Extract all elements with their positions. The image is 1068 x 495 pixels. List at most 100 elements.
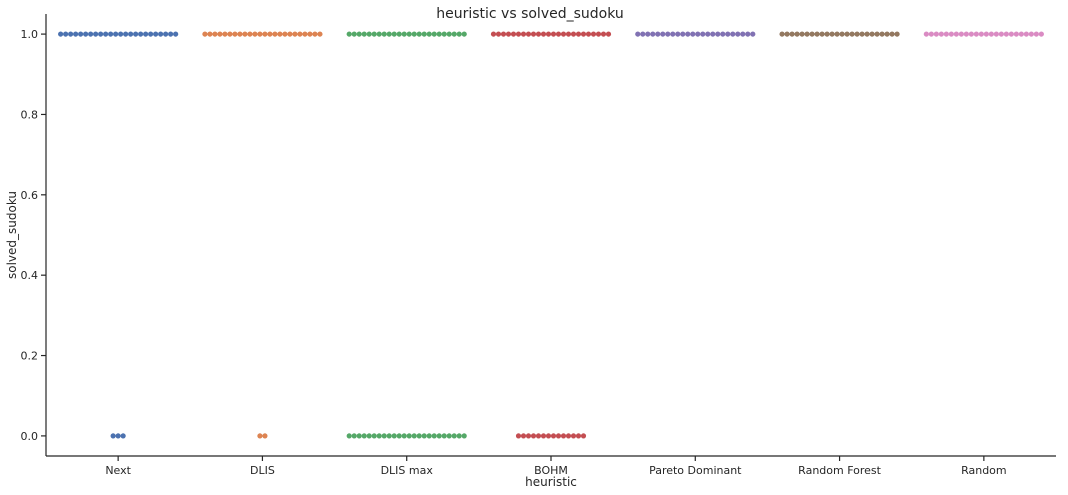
data-point — [740, 31, 746, 37]
data-point — [68, 31, 74, 37]
data-point — [451, 433, 457, 439]
data-point — [108, 31, 114, 37]
data-point — [371, 433, 377, 439]
data-point — [456, 433, 462, 439]
data-point — [242, 31, 248, 37]
data-point — [401, 31, 407, 37]
data-point — [421, 433, 427, 439]
data-point — [416, 433, 422, 439]
data-point — [113, 31, 119, 37]
data-point — [227, 31, 233, 37]
data-point — [525, 31, 532, 37]
data-point — [421, 31, 427, 37]
data-point — [570, 433, 577, 439]
data-point — [436, 433, 442, 439]
data-point — [809, 31, 815, 37]
data-point — [600, 31, 607, 37]
data-point — [750, 31, 756, 37]
data-point — [565, 433, 572, 439]
data-point — [660, 31, 666, 37]
data-point — [63, 31, 69, 37]
y-tick-label: 0.4 — [21, 269, 39, 282]
data-point — [88, 31, 94, 37]
data-point — [277, 31, 283, 37]
data-point — [267, 31, 273, 37]
chart-title: heuristic vs solved_sudoku — [436, 6, 624, 22]
data-point — [963, 31, 969, 37]
data-point — [386, 31, 392, 37]
data-point — [232, 31, 238, 37]
data-point — [844, 31, 850, 37]
data-point — [133, 31, 139, 37]
data-point — [665, 31, 671, 37]
data-point — [819, 31, 825, 37]
data-point — [948, 31, 954, 37]
data-point — [839, 31, 845, 37]
data-point — [426, 433, 432, 439]
axis-ticks: 0.0 0.2 0.4 0.6 0.8 1.0 Next DLIS DLIS max BOHM Pa… — [21, 28, 1007, 477]
data-point — [1003, 31, 1009, 37]
data-point — [700, 31, 706, 37]
data-point — [720, 31, 726, 37]
data-point — [874, 31, 880, 37]
data-point — [83, 31, 89, 37]
data-point — [1023, 31, 1029, 37]
data-point — [814, 31, 820, 37]
data-point — [824, 31, 830, 37]
data-point — [595, 31, 602, 37]
data-point — [560, 433, 567, 439]
data-point — [500, 31, 507, 37]
data-point — [794, 31, 800, 37]
data-point — [356, 31, 362, 37]
data-points — [58, 31, 1044, 439]
data-point — [779, 31, 785, 37]
data-point — [789, 31, 795, 37]
data-point — [456, 31, 462, 37]
x-tick-label: Next — [105, 464, 131, 477]
data-point — [510, 31, 517, 37]
data-point — [725, 31, 731, 37]
data-point — [356, 433, 362, 439]
data-point — [272, 31, 278, 37]
data-point — [635, 31, 641, 37]
data-point — [391, 31, 397, 37]
data-point — [545, 433, 552, 439]
y-tick-label: 0.2 — [21, 350, 39, 363]
data-point — [1028, 31, 1034, 37]
data-point — [784, 31, 790, 37]
data-point — [834, 31, 840, 37]
data-point — [1018, 31, 1024, 37]
data-point — [550, 433, 557, 439]
data-point — [346, 31, 352, 37]
data-point — [879, 31, 885, 37]
data-point — [998, 31, 1004, 37]
data-point — [988, 31, 994, 37]
data-point — [715, 31, 721, 37]
data-point — [695, 31, 701, 37]
data-point — [237, 31, 243, 37]
data-point — [799, 31, 805, 37]
data-point — [575, 433, 582, 439]
data-point — [864, 31, 870, 37]
data-point — [575, 31, 582, 37]
data-point — [889, 31, 895, 37]
data-point — [690, 31, 696, 37]
data-point — [555, 31, 562, 37]
data-point — [730, 31, 736, 37]
data-point — [93, 31, 99, 37]
data-point — [923, 31, 929, 37]
data-point — [292, 31, 298, 37]
data-point — [148, 31, 154, 37]
data-point — [550, 31, 557, 37]
data-point — [590, 31, 597, 37]
data-point — [804, 31, 810, 37]
data-point — [933, 31, 939, 37]
data-point — [1013, 31, 1019, 37]
data-point — [884, 31, 890, 37]
data-point — [103, 31, 109, 37]
data-point — [361, 433, 367, 439]
data-point — [217, 31, 223, 37]
data-point — [366, 433, 372, 439]
